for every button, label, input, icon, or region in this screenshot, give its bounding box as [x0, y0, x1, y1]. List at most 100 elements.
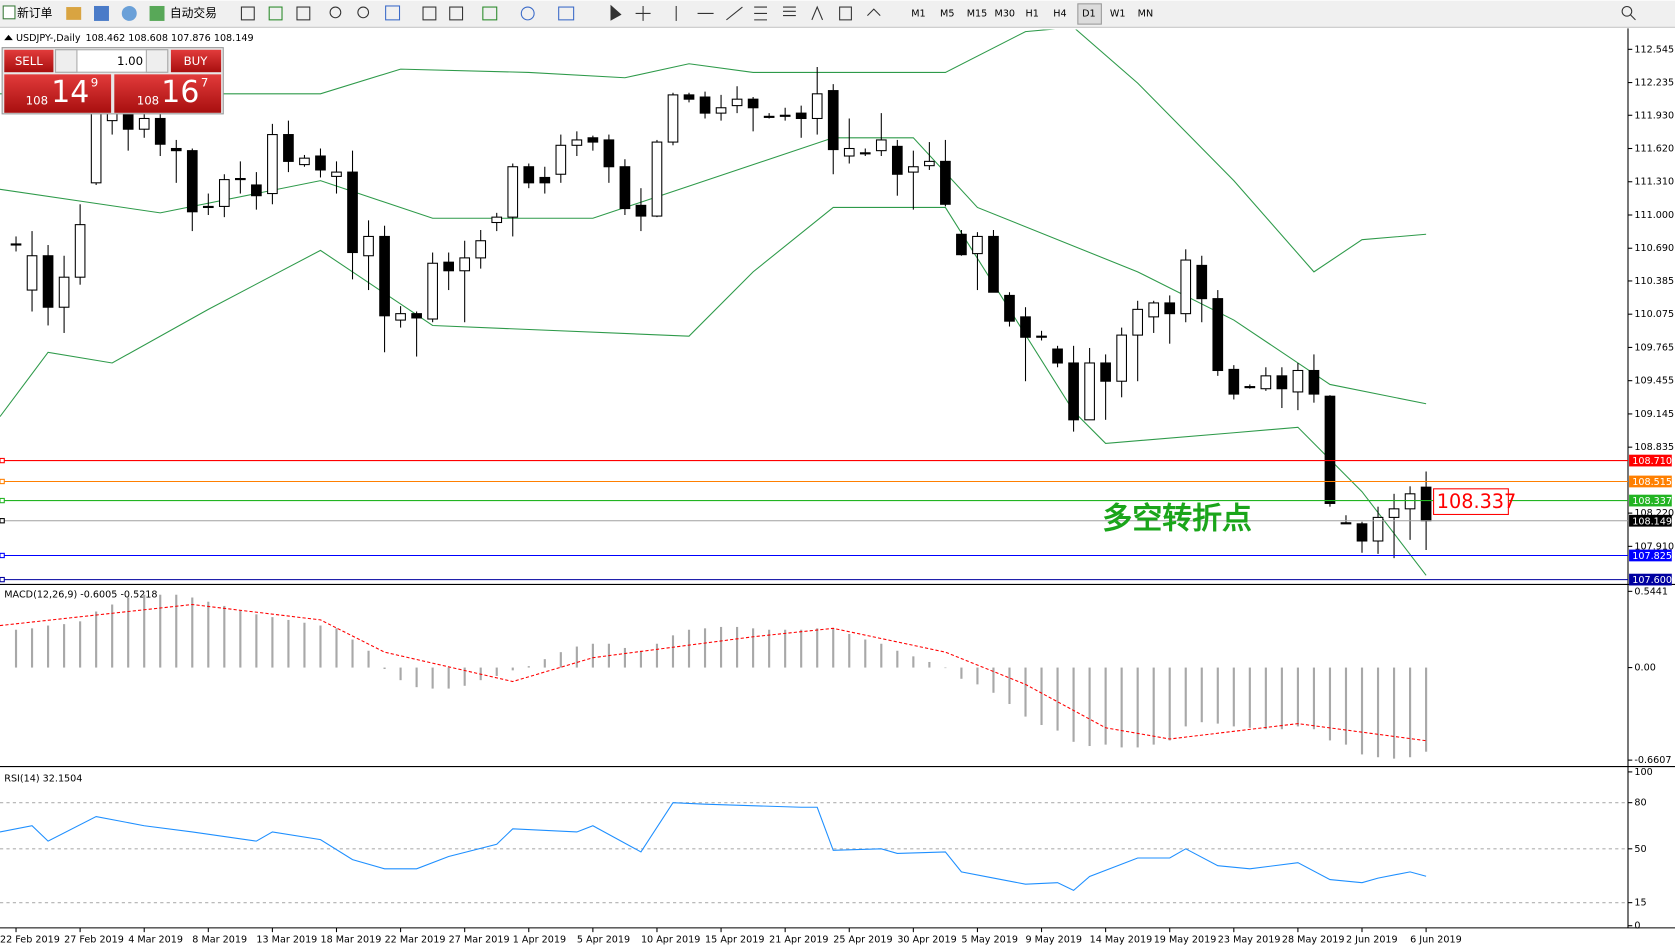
icon[interactable] — [449, 6, 464, 21]
y-tick-label: 15 — [1634, 898, 1646, 909]
sell-button[interactable] — [4, 49, 54, 73]
trade-panel: SELL 1.00 BUY 108 14 9 108 16 7 — [1, 47, 224, 115]
buy-price-box[interactable] — [114, 74, 222, 113]
search-icon[interactable] — [1621, 5, 1633, 17]
candle-body — [779, 114, 791, 117]
level-handle — [0, 518, 5, 524]
auto-trading-button[interactable]: 自动交易 — [170, 6, 217, 20]
macd-bar — [559, 652, 562, 668]
macd-bar — [1409, 667, 1412, 758]
icon[interactable] — [296, 6, 311, 21]
timeframe-button[interactable]: M1 — [911, 8, 925, 19]
timeframe-button[interactable]: H1 — [1026, 8, 1039, 19]
icon[interactable] — [754, 6, 767, 21]
candle-body — [331, 171, 342, 177]
icon[interactable] — [240, 6, 255, 21]
macd-bar — [543, 659, 546, 668]
icon[interactable] — [867, 8, 881, 16]
timeframe-button[interactable]: M5 — [940, 8, 954, 19]
y-tick-label: 112.235 — [1634, 78, 1674, 89]
level-handle — [0, 497, 5, 504]
macd-bar — [415, 667, 418, 688]
macd-bar — [447, 667, 450, 689]
macd-bar — [912, 656, 915, 668]
candle-body — [1276, 375, 1288, 390]
macd-bar — [319, 625, 322, 668]
y-tick-label: 109.455 — [1634, 376, 1674, 387]
candle-body — [427, 262, 438, 320]
icon[interactable] — [385, 5, 401, 21]
timeframe-button[interactable]: M30 — [995, 8, 1016, 19]
icon[interactable] — [811, 5, 824, 21]
timeframe-button[interactable]: H4 — [1053, 8, 1066, 19]
icon[interactable] — [783, 6, 796, 17]
macd-bar — [1152, 667, 1155, 745]
macd-bar — [752, 628, 755, 668]
candle-body — [1052, 348, 1063, 364]
icon[interactable] — [635, 5, 651, 21]
candle-body — [1388, 508, 1400, 518]
timeframe-button[interactable]: W1 — [1110, 8, 1126, 19]
timeframe-button[interactable]: M15 — [967, 8, 988, 19]
icon[interactable] — [482, 6, 498, 21]
buy-label[interactable]: BUY — [184, 54, 209, 68]
macd-bar — [95, 611, 98, 668]
timeframe-button[interactable]: MN — [1138, 8, 1153, 19]
icon[interactable] — [268, 6, 283, 21]
search-icon[interactable] — [1629, 14, 1636, 21]
level-label-box — [1629, 573, 1672, 586]
icon[interactable] — [520, 6, 535, 21]
icon[interactable] — [357, 6, 370, 19]
icon[interactable] — [610, 4, 622, 21]
candle-body — [411, 313, 422, 319]
candle-body — [747, 98, 759, 109]
candle-body — [475, 240, 487, 259]
macd-bar — [960, 667, 963, 679]
x-tick-label: 19 May 2019 — [1154, 935, 1217, 946]
x-tick-label: 5 Apr 2019 — [577, 935, 630, 946]
lot-down[interactable] — [55, 49, 78, 73]
lot-up[interactable] — [145, 49, 169, 73]
macd-bar — [1328, 667, 1332, 741]
candle-body — [587, 137, 599, 143]
macd-bar — [864, 639, 867, 668]
icon[interactable] — [94, 5, 109, 21]
macd-bar — [687, 629, 691, 668]
macd-bar — [623, 647, 626, 668]
x-tick-label: 25 Apr 2019 — [833, 935, 892, 946]
macd-bar — [367, 650, 370, 668]
y-tick-label: -0.6607 — [1634, 755, 1671, 766]
icon[interactable] — [839, 6, 852, 21]
icon[interactable] — [558, 6, 575, 21]
sell-label[interactable]: SELL — [15, 54, 43, 68]
macd-bar — [1280, 667, 1283, 730]
candle-body — [235, 178, 246, 181]
candle-body — [90, 109, 102, 184]
y-tick-label: 0 — [1634, 921, 1640, 932]
x-tick-label: 27 Mar 2019 — [449, 935, 510, 946]
candle-body — [1244, 386, 1256, 389]
buy-button[interactable] — [170, 49, 222, 73]
x-tick-label: 5 May 2019 — [961, 935, 1018, 946]
new-order-button[interactable]: 新订单 — [17, 6, 52, 20]
icon[interactable] — [726, 6, 743, 21]
lot-value[interactable]: 1.00 — [117, 54, 143, 68]
level-label: 107.825 — [1632, 551, 1672, 562]
sell-price-box[interactable] — [4, 74, 112, 113]
y-tick-label: 80 — [1634, 798, 1646, 809]
candle-body — [891, 145, 903, 175]
icon[interactable] — [66, 7, 82, 20]
macd-bar — [639, 650, 643, 668]
auto-trading-icon[interactable] — [149, 5, 165, 21]
candle-body — [1260, 375, 1272, 390]
icon[interactable] — [121, 5, 137, 21]
icon[interactable] — [329, 6, 342, 19]
candle-body — [635, 204, 647, 217]
macd-bar — [591, 643, 594, 668]
macd-bar — [1104, 667, 1107, 745]
candle-body — [42, 255, 54, 308]
timeframe-button[interactable]: D1 — [1082, 8, 1096, 19]
new-order-icon[interactable] — [2, 5, 16, 20]
y-tick-label: 109.765 — [1634, 342, 1674, 353]
icon[interactable] — [422, 6, 437, 21]
